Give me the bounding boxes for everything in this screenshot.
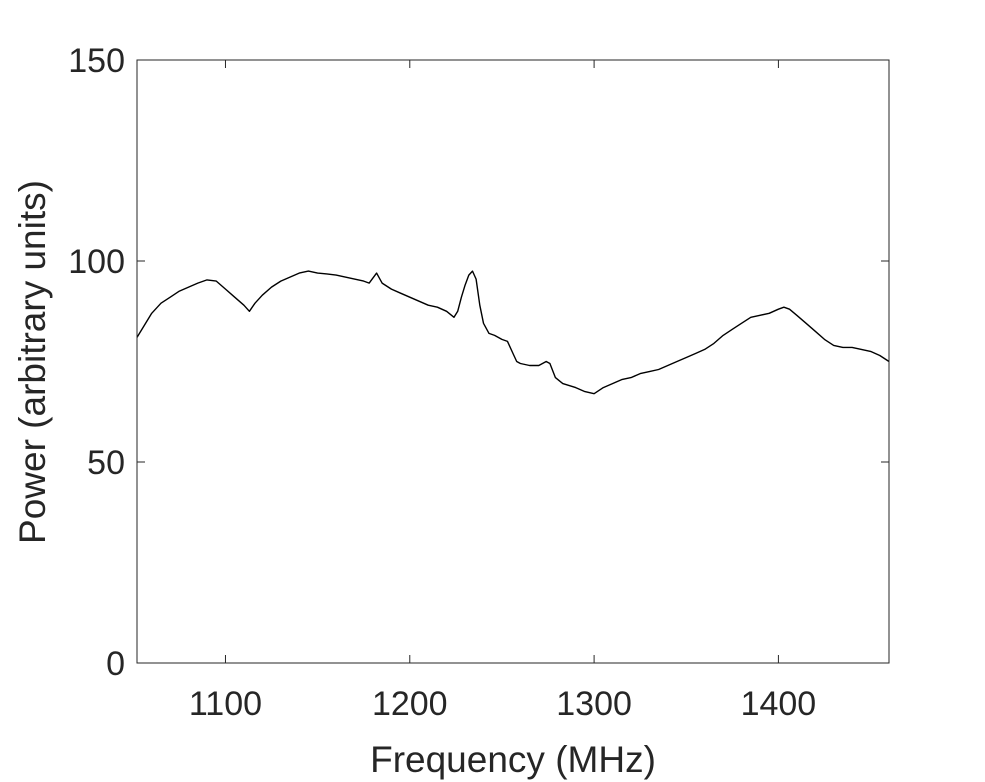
plot-area: [137, 60, 889, 663]
x-tick-label: 1200: [372, 685, 448, 723]
y-tick-label: 50: [87, 444, 125, 482]
y-axis-label: Power (arbitrary units): [12, 180, 53, 544]
x-tick-label: 1400: [741, 685, 817, 723]
x-tick-label: 1300: [556, 685, 632, 723]
tick-labels: 1100 1200 1300 1400 0 50 100 150: [68, 42, 816, 723]
y-tick-label: 0: [106, 645, 125, 683]
axes-box: [136, 59, 890, 664]
y-tick-label: 100: [68, 243, 125, 281]
x-axis-label: Frequency (MHz): [370, 739, 656, 780]
ticks: [137, 59, 889, 664]
series-line: [136, 270, 890, 395]
x-tick-label: 1100: [189, 685, 262, 723]
y-tick-label: 150: [68, 42, 125, 80]
series-layer: [136, 270, 890, 395]
